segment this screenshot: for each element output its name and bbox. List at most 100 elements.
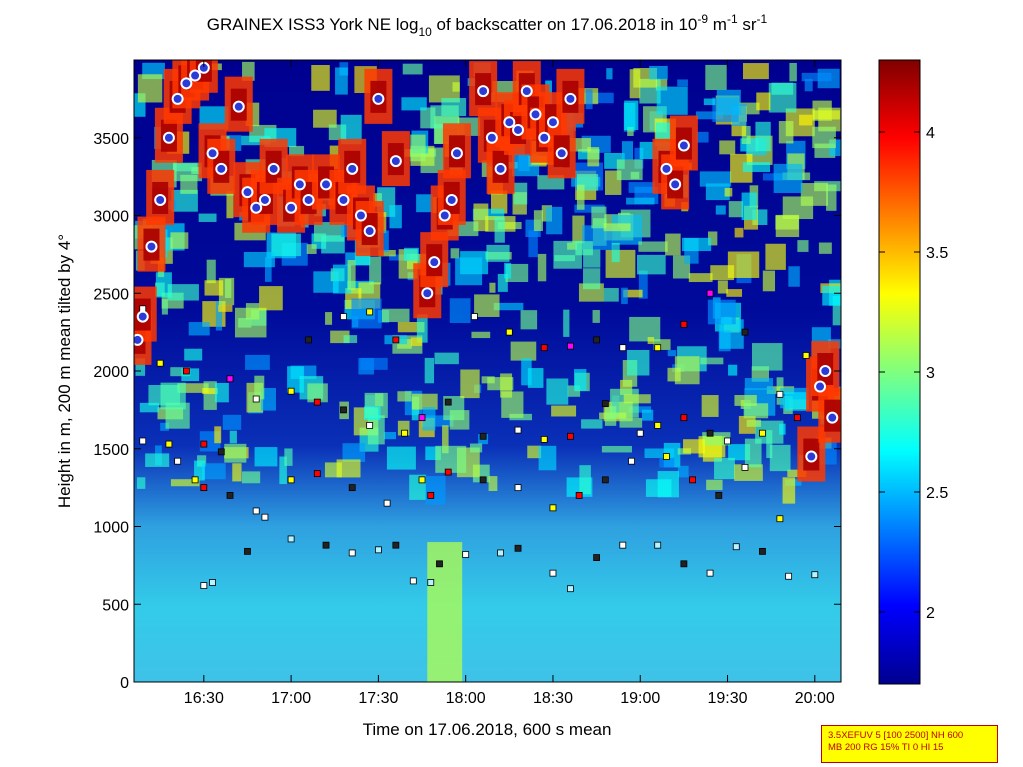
title-superscript-3: -1 — [757, 12, 768, 26]
layer-marker — [409, 577, 417, 585]
cloud-base-marker — [215, 162, 228, 175]
heatmap-cell — [583, 268, 601, 290]
settings-info-box: 3.5XEFUV 5 [100 2500] NH 600 MB 200 RG 1… — [821, 725, 998, 763]
heatmap-cell — [766, 430, 773, 459]
cloud-base-marker — [421, 287, 434, 300]
heatmap-cell — [160, 422, 169, 431]
y-tick-label: 2500 — [93, 286, 129, 303]
heatmap-cell — [638, 270, 648, 299]
heatmap-cell — [404, 247, 419, 261]
cloud-base-marker — [293, 178, 306, 191]
colorbar-tick-label: 4 — [926, 125, 935, 142]
layer-marker — [732, 543, 740, 551]
layer-marker — [567, 342, 574, 350]
heatmap-cell — [655, 122, 672, 140]
heatmap-cell — [621, 287, 628, 305]
heatmap-cell — [194, 460, 205, 481]
layer-marker — [593, 554, 601, 561]
layer-marker — [680, 414, 688, 422]
heatmap-cell — [551, 405, 577, 417]
cloud-base-marker — [564, 92, 577, 105]
heatmap-cell — [575, 241, 593, 256]
heatmap-cell — [520, 310, 538, 330]
layer-marker — [427, 579, 435, 586]
heatmap-cell — [229, 430, 237, 444]
heatmap-cell — [416, 314, 428, 343]
heatmap-cell — [202, 463, 226, 480]
x-tick-label: 17:00 — [271, 690, 311, 707]
heatmap-cell — [840, 62, 841, 83]
cloud-base-marker — [805, 450, 818, 463]
layer-marker — [322, 541, 330, 549]
heatmap-cell — [627, 349, 650, 376]
heatmap-cell — [421, 415, 454, 427]
cloud-base-marker — [145, 240, 158, 253]
heatmap-cell — [799, 114, 813, 126]
cloud-base-marker — [485, 131, 498, 144]
heatmap-cell — [474, 294, 500, 317]
heatmap-cell — [422, 407, 436, 431]
heatmap-cell — [427, 542, 463, 682]
heatmap-cell — [627, 126, 634, 137]
cloud-base-marker — [206, 147, 219, 160]
layer-marker — [663, 453, 670, 460]
heatmap-cell — [787, 469, 807, 477]
heatmap-cell — [812, 110, 840, 120]
heatmap-cell — [321, 235, 345, 254]
x-axis-label: Time on 17.06.2018, 600 s mean — [363, 720, 612, 739]
heatmap-cell — [746, 419, 761, 427]
title-superscript-1: -9 — [697, 12, 708, 26]
heatmap-cell — [647, 337, 655, 345]
heatmap-cell — [616, 159, 643, 181]
heatmap-cell — [826, 184, 837, 211]
heatmap-cell — [567, 385, 581, 397]
layer-marker — [776, 390, 784, 398]
layer-marker — [680, 560, 688, 568]
heatmap-cell — [765, 243, 786, 270]
layer-marker — [252, 395, 260, 403]
heatmap-cell — [804, 78, 813, 92]
cloud-base-marker — [445, 193, 458, 206]
heatmap-cell — [606, 68, 613, 80]
heatmap-cell — [171, 189, 198, 212]
cloud-base-marker — [428, 256, 441, 269]
title-subscript: 10 — [418, 25, 432, 39]
heatmap-cell — [677, 79, 688, 87]
heatmap-cell — [604, 406, 617, 426]
layer-marker — [392, 336, 400, 344]
heatmap-cell — [638, 241, 668, 252]
heatmap-cell — [634, 147, 644, 169]
layer-marker — [724, 437, 731, 445]
cloud-base-marker — [677, 139, 690, 152]
heatmap-cell — [170, 479, 200, 487]
heatmap-cell — [789, 62, 797, 82]
heatmap-cell — [259, 286, 283, 311]
heatmap-cell — [724, 187, 733, 197]
layer-marker — [287, 535, 295, 543]
heatmap-cell — [579, 465, 591, 495]
heatmap-cell — [700, 357, 724, 365]
heatmap-cell — [332, 264, 352, 294]
heatmap-cell — [254, 447, 278, 467]
heatmap-cell — [706, 479, 723, 491]
colorbar-tick-label: 2 — [926, 605, 935, 622]
layer-marker — [139, 437, 147, 445]
layer-marker — [340, 406, 347, 414]
layer-markers — [139, 289, 819, 593]
heatmap-cell — [489, 282, 496, 293]
heatmap-cell — [801, 72, 832, 82]
heatmap-cell — [762, 270, 776, 292]
y-tick-label: 3500 — [93, 131, 129, 148]
heatmap-cell — [214, 382, 229, 403]
heatmap-cell — [659, 457, 675, 468]
heatmap-cell — [567, 242, 578, 250]
heatmap-cell — [788, 266, 800, 287]
heatmap-cell — [167, 284, 199, 301]
heatmap-cell — [381, 308, 410, 323]
heatmap-cell — [363, 406, 381, 420]
heatmap-cell — [812, 126, 836, 149]
heatmap-cell — [655, 78, 668, 91]
heatmap-cell — [271, 233, 301, 257]
layer-marker — [680, 320, 688, 328]
layer-marker — [418, 414, 426, 422]
